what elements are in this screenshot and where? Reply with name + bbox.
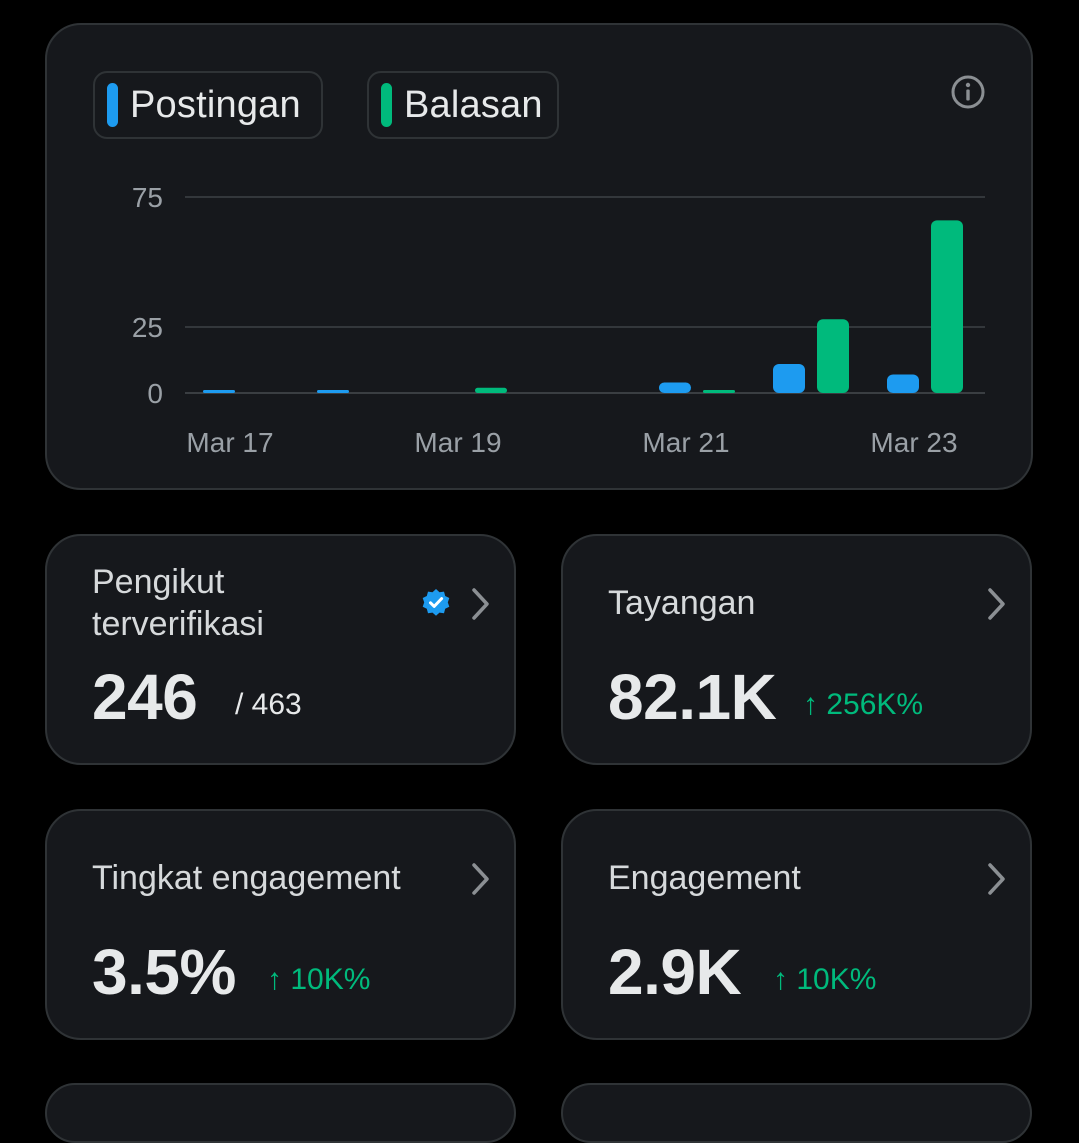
y-tick-label: 25 xyxy=(132,312,163,343)
stat-value: 3.5% xyxy=(92,936,236,1008)
x-tick-label: Mar 19 xyxy=(414,427,501,458)
replies-bar[interactable] xyxy=(475,387,507,393)
stat-value: 2.9K xyxy=(608,936,742,1008)
stat-value: 246 xyxy=(92,661,198,733)
stat-card-views[interactable]: Tayangan 82.1K ↑ 256K% xyxy=(561,534,1032,765)
x-tick-label: Mar 23 xyxy=(870,427,957,458)
stat-title-line2: terverifikasi xyxy=(92,605,264,643)
chevron-right-icon xyxy=(472,588,489,620)
legend-replies[interactable]: Balasan xyxy=(367,71,559,139)
stat-title: Tayangan xyxy=(608,584,756,622)
posts-bar[interactable] xyxy=(317,390,349,393)
stat-card-partial-right[interactable] xyxy=(561,1083,1032,1143)
posts-bar[interactable] xyxy=(203,390,235,393)
posts-bar[interactable] xyxy=(659,382,691,393)
posts-bar[interactable] xyxy=(887,374,919,393)
legend-replies-label: Balasan xyxy=(404,83,543,126)
stat-card-partial-left[interactable] xyxy=(45,1083,516,1143)
stat-title: Tingkat engagement xyxy=(92,859,401,897)
stat-total: / 463 xyxy=(235,688,302,721)
stat-card-engagement-rate[interactable]: Tingkat engagement 3.5% ↑ 10K% xyxy=(45,809,516,1040)
posts-bar[interactable] xyxy=(773,363,805,393)
x-tick-label: Mar 17 xyxy=(186,427,273,458)
chevron-right-icon xyxy=(472,863,489,895)
stat-card-verified-followers[interactable]: Pengikut terverifikasi 246 / 463 xyxy=(45,534,516,765)
replies-bar[interactable] xyxy=(703,390,735,393)
stat-change: ↑ 256K% xyxy=(803,688,924,721)
legend-posts-label: Postingan xyxy=(130,83,301,126)
replies-bar[interactable] xyxy=(817,319,849,393)
stat-title: Engagement xyxy=(608,859,801,897)
bar-chart: 0 25 75 Mar 17 Mar 19 Mar 21 Mar 23 xyxy=(132,182,985,458)
x-tick-label: Mar 21 xyxy=(642,427,729,458)
y-tick-label: 75 xyxy=(132,182,163,213)
legend-replies-swatch xyxy=(381,83,392,127)
stat-change: ↑ 10K% xyxy=(773,963,877,996)
chevron-right-icon xyxy=(988,863,1005,895)
y-tick-label: 0 xyxy=(147,378,163,409)
chevron-right-icon xyxy=(988,588,1005,620)
stat-change: ↑ 10K% xyxy=(267,963,371,996)
stat-value: 82.1K xyxy=(608,661,777,733)
legend-posts[interactable]: Postingan xyxy=(93,71,323,139)
stat-title-line1: Pengikut xyxy=(92,563,225,601)
info-icon[interactable] xyxy=(949,73,987,111)
replies-bar[interactable] xyxy=(931,220,963,393)
stat-card-engagement[interactable]: Engagement 2.9K ↑ 10K% xyxy=(561,809,1032,1040)
activity-chart-card: Postingan Balasan 0 25 75 Mar 17 Mar 19 Mar 2… xyxy=(45,23,1033,490)
verified-badge-icon xyxy=(422,589,450,616)
legend-posts-swatch xyxy=(107,83,118,127)
